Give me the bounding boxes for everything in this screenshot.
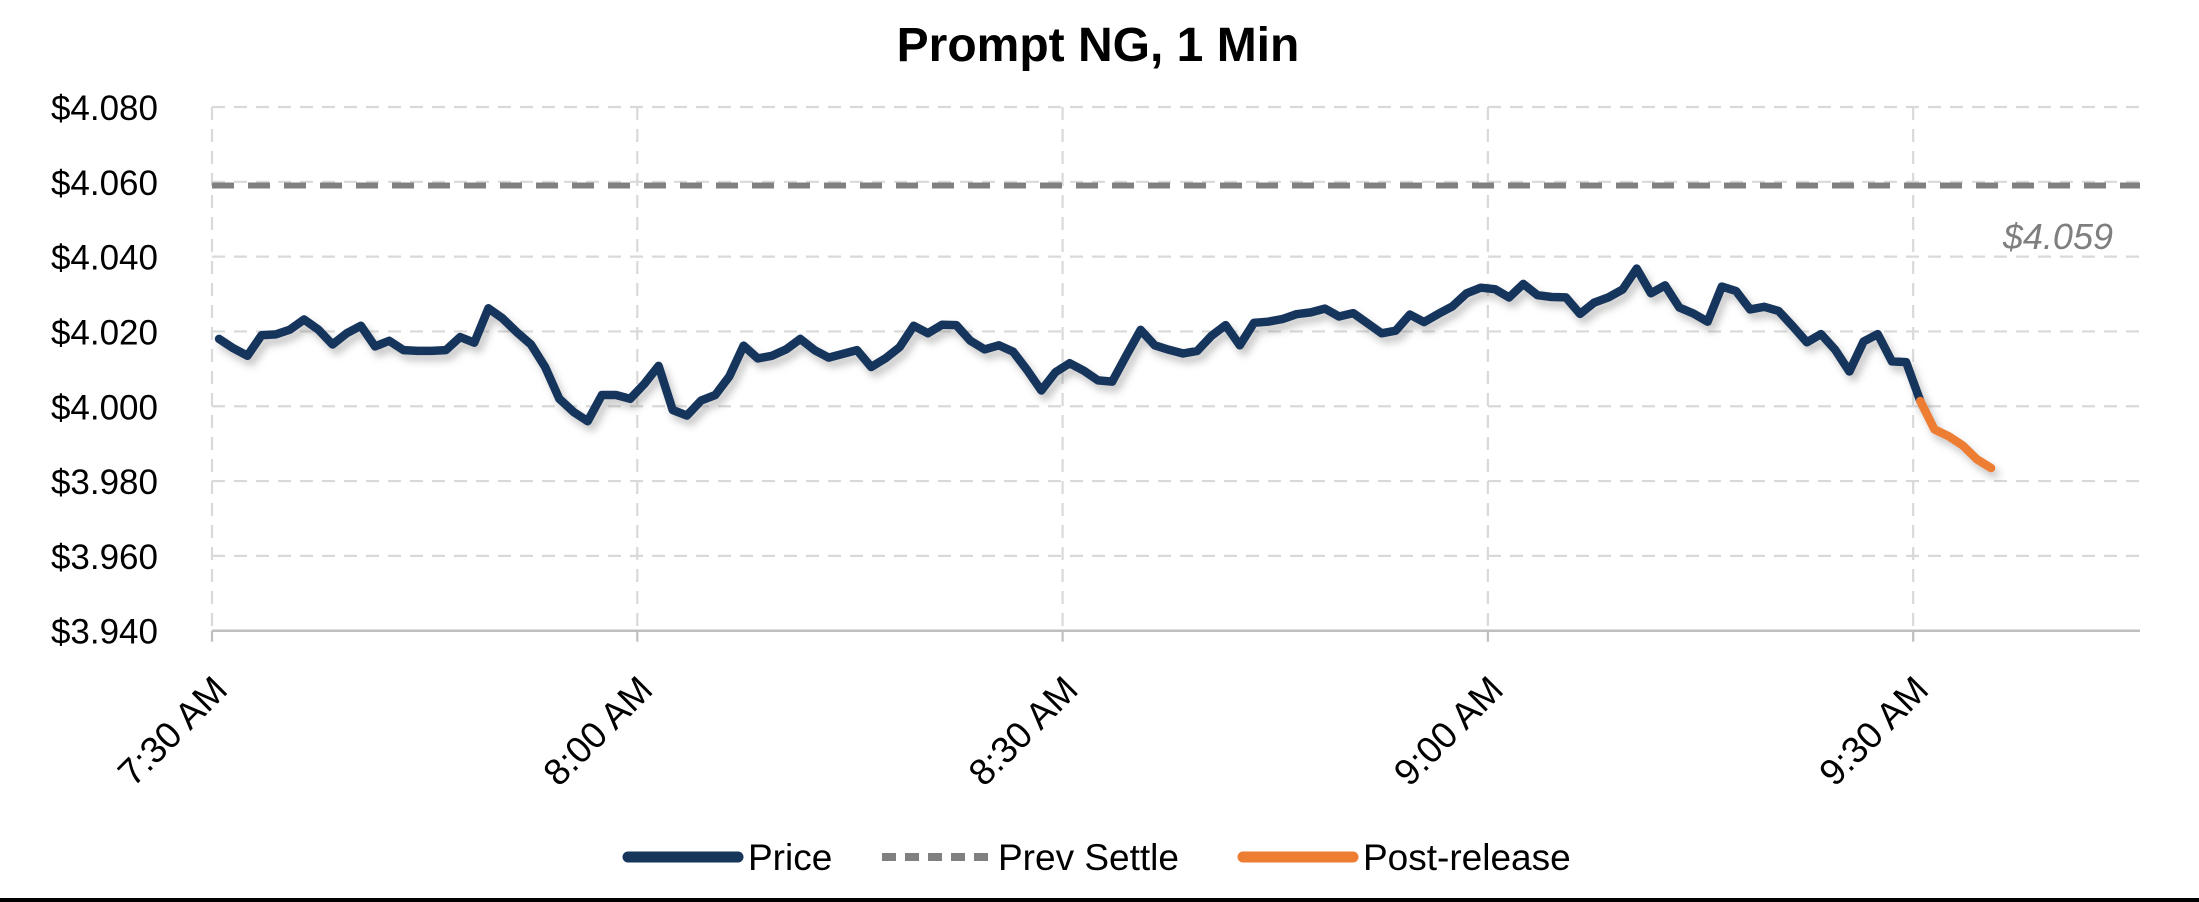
post-release-series-line [1916, 396, 1996, 473]
legend: Price Prev Settle Post-release [622, 837, 1571, 878]
bottom-border-line [0, 898, 2199, 902]
chart-title: Prompt NG, 1 Min [897, 19, 1300, 72]
x-tick-label: 9:00 AM [1386, 668, 1511, 793]
y-tick-label: $4.000 [51, 388, 158, 427]
y-tick-label: $4.080 [51, 89, 158, 128]
legend-prev-settle-label: Prev Settle [998, 837, 1179, 878]
x-tick-label: 8:00 AM [535, 668, 660, 793]
horizontal-gridlines [212, 105, 2140, 557]
y-tick-label: $3.980 [51, 463, 158, 502]
y-tick-label: $4.060 [51, 164, 158, 203]
prev-settle-annotation: $4.059 [2002, 216, 2113, 257]
y-tick-label: $4.040 [51, 239, 158, 278]
x-axis-labels: 7:30 AM 8:00 AM 8:30 AM 9:00 AM 9:30 AM [110, 668, 1936, 793]
y-tick-label: $4.020 [51, 313, 158, 352]
x-tick-label: 8:30 AM [961, 668, 1086, 793]
x-tick-label: 9:30 AM [1811, 668, 1936, 793]
y-axis-labels: $4.080 $4.060 $4.040 $4.020 $4.000 $3.98… [51, 89, 158, 652]
y-tick-label: $3.960 [51, 538, 158, 577]
price-series-line [214, 264, 1925, 426]
y-tick-label: $3.940 [51, 613, 158, 652]
legend-post-release-label: Post-release [1363, 837, 1571, 878]
vertical-gridlines [210, 107, 1915, 642]
legend-price-label: Price [748, 837, 832, 878]
x-tick-label: 7:30 AM [110, 668, 235, 793]
